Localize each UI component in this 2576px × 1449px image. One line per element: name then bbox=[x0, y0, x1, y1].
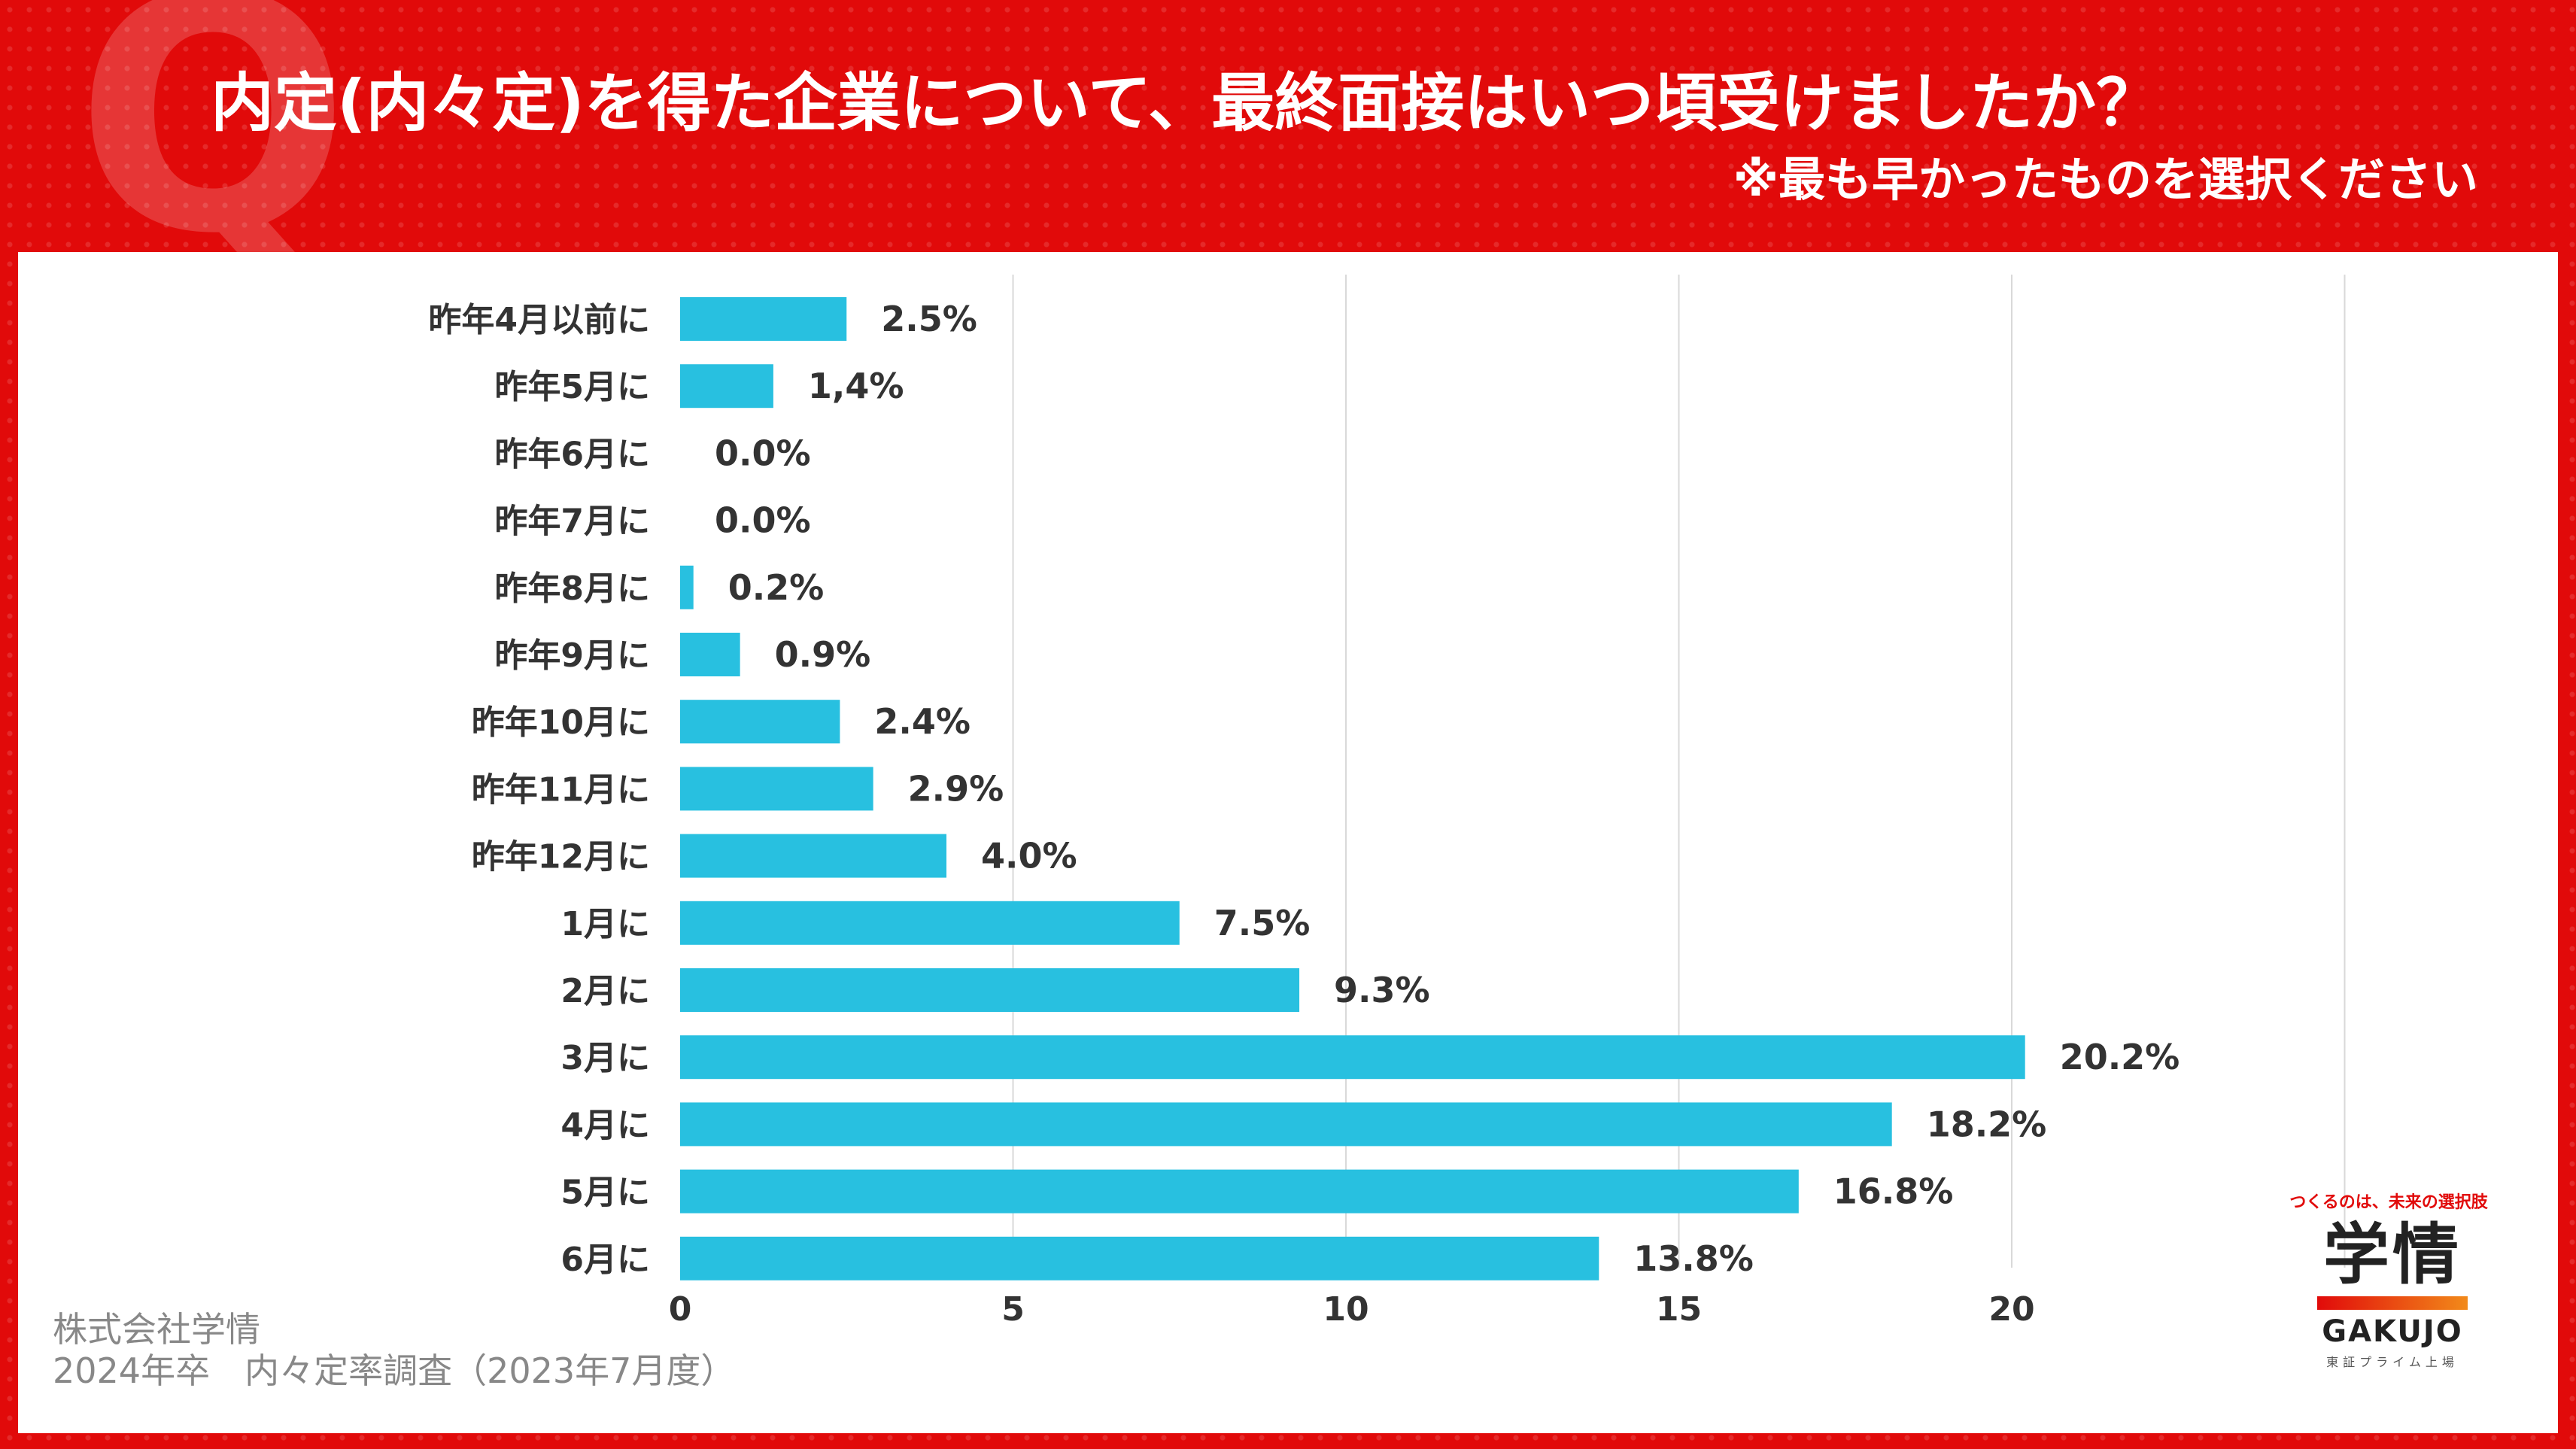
data-label: 20.2% bbox=[2060, 1037, 2180, 1077]
category-label: 昨年6月に bbox=[494, 435, 650, 473]
data-label: 0.9% bbox=[775, 634, 871, 675]
data-label: 2.4% bbox=[874, 701, 971, 742]
data-label: 9.3% bbox=[1334, 970, 1430, 1010]
bar bbox=[680, 633, 740, 676]
category-label: 2月に bbox=[560, 972, 650, 1010]
x-tick-label: 0 bbox=[669, 1290, 692, 1329]
data-label: 13.8% bbox=[1633, 1238, 1754, 1279]
data-label: 4.0% bbox=[981, 836, 1077, 876]
category-label: 昨年11月に bbox=[472, 770, 650, 809]
category-label: 昨年10月に bbox=[472, 703, 650, 742]
footer-survey: 2024年卒 内々定率調査（2023年7月度） bbox=[53, 1350, 736, 1392]
category-label: 1月に bbox=[560, 905, 650, 943]
bar-chart: 0 5 10 15 20 昨年4月以前に 2.5% 昨年5月に 1,4% 昨年6月に 0.0% 昨年7… bbox=[428, 275, 2346, 1329]
category-label: 昨年8月に bbox=[494, 570, 650, 608]
bar bbox=[680, 364, 773, 409]
gakujo-logo: つくるのは、未来の選択肢 学情 GAKUJO 東証プライム上場 bbox=[2289, 1189, 2490, 1370]
question-subtitle: ※最も早かったものを選択ください bbox=[1733, 152, 2478, 207]
x-tick-label: 15 bbox=[1656, 1290, 1702, 1329]
data-label: 0.0% bbox=[715, 433, 811, 473]
bar bbox=[680, 1169, 1799, 1214]
data-label: 2.9% bbox=[908, 768, 1004, 809]
data-label: 18.2% bbox=[1927, 1104, 2047, 1144]
x-tick-label: 5 bbox=[1001, 1290, 1025, 1329]
category-label: 昨年4月以前に bbox=[428, 301, 650, 339]
data-label: 0.2% bbox=[728, 567, 825, 608]
bar bbox=[680, 834, 946, 878]
category-label: 6月に bbox=[560, 1241, 650, 1279]
category-label: 昨年5月に bbox=[494, 368, 650, 406]
logo-name: 学情 bbox=[2322, 1216, 2462, 1293]
data-label: 0.0% bbox=[715, 500, 811, 541]
category-label: 昨年9月に bbox=[494, 636, 650, 675]
bar bbox=[680, 1102, 1892, 1147]
logo-bar bbox=[2317, 1296, 2468, 1310]
logo-listing: 東証プライム上場 bbox=[2326, 1354, 2459, 1369]
bar bbox=[680, 297, 847, 341]
question-title: 内定(内々定)を得た企業について、最終面接はいつ頃受けましたか？ bbox=[211, 66, 2160, 140]
bar bbox=[680, 968, 1300, 1012]
category-label: 昨年7月に bbox=[494, 503, 650, 541]
bar bbox=[680, 901, 1180, 945]
data-label: 7.5% bbox=[1214, 903, 1311, 943]
category-label: 3月に bbox=[560, 1039, 650, 1077]
category-label: 昨年12月に bbox=[472, 838, 650, 876]
data-label: 1,4% bbox=[808, 366, 904, 406]
category-label: 5月に bbox=[560, 1174, 650, 1212]
bar bbox=[680, 700, 840, 744]
chart-panel: 0 5 10 15 20 昨年4月以前に 2.5% 昨年5月に 1,4% 昨年6月に 0.0% 昨年7… bbox=[18, 252, 2558, 1433]
bar bbox=[680, 1236, 1599, 1280]
bar bbox=[680, 1035, 2025, 1080]
logo-english: GAKUJO bbox=[2322, 1314, 2463, 1349]
footer-source: 株式会社学情 2024年卒 内々定率調査（2023年7月度） bbox=[53, 1309, 735, 1392]
x-tick-label: 10 bbox=[1323, 1290, 1368, 1329]
x-tick-label: 20 bbox=[1988, 1290, 2034, 1329]
bar bbox=[680, 767, 873, 811]
question-mark-graphic: Q bbox=[75, 0, 351, 305]
data-label: 16.8% bbox=[1833, 1171, 1954, 1212]
footer-company: 株式会社学情 bbox=[53, 1309, 260, 1350]
category-label: 4月に bbox=[560, 1106, 650, 1144]
data-label: 2.5% bbox=[881, 299, 977, 339]
bar bbox=[680, 565, 694, 609]
logo-tagline: つくるのは、未来の選択肢 bbox=[2289, 1193, 2488, 1212]
